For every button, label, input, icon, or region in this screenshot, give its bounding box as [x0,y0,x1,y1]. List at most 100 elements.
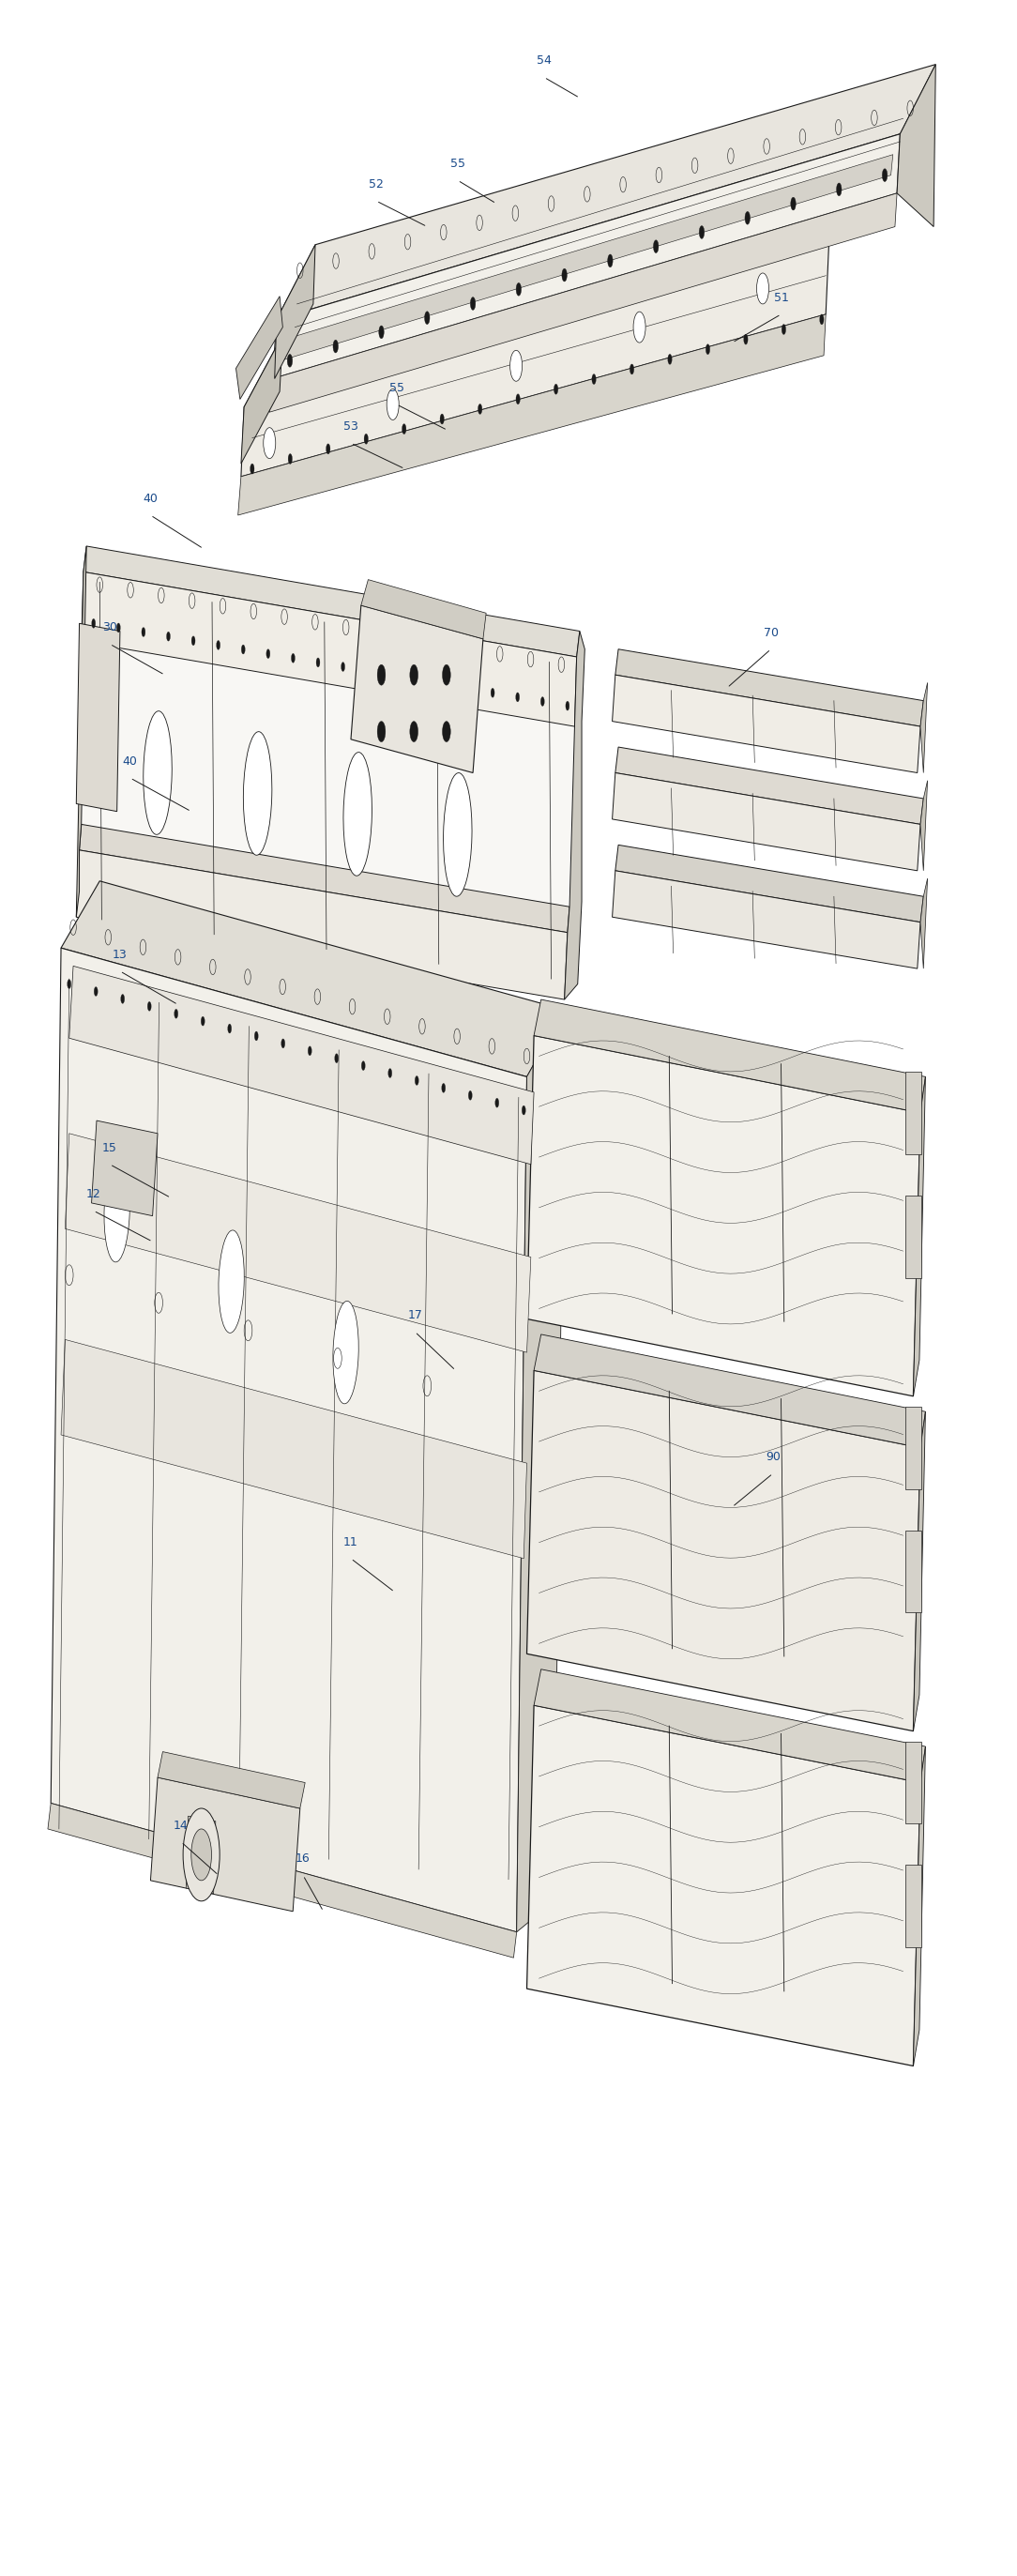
Polygon shape [615,649,923,726]
Circle shape [634,312,646,343]
Circle shape [167,631,170,641]
Polygon shape [151,1777,300,1911]
Circle shape [263,428,276,459]
Bar [905,1865,921,1947]
Polygon shape [612,675,920,773]
Polygon shape [920,683,928,773]
Circle shape [630,363,634,374]
Circle shape [92,618,96,629]
Polygon shape [241,335,283,464]
Circle shape [121,994,124,1005]
Circle shape [511,350,523,381]
Polygon shape [615,845,923,922]
Circle shape [442,665,451,685]
Polygon shape [76,623,120,811]
Circle shape [147,1002,152,1010]
Polygon shape [83,546,580,657]
Circle shape [466,683,470,693]
Polygon shape [351,605,483,773]
Circle shape [441,680,444,688]
Polygon shape [61,881,564,1077]
Polygon shape [76,850,567,999]
Circle shape [377,721,385,742]
Polygon shape [527,1705,920,2066]
Circle shape [668,353,672,363]
Circle shape [386,389,399,420]
Ellipse shape [344,752,372,876]
Polygon shape [81,572,577,726]
Polygon shape [48,1803,517,1958]
Circle shape [191,1829,212,1880]
Text: 17: 17 [408,1309,422,1321]
Text: 54: 54 [537,54,551,67]
Circle shape [410,721,418,742]
Ellipse shape [143,711,172,835]
Ellipse shape [443,773,472,896]
Polygon shape [612,871,920,969]
Polygon shape [76,546,86,917]
Polygon shape [913,1412,925,1731]
Polygon shape [361,580,486,639]
Circle shape [478,404,482,415]
Circle shape [174,1010,178,1018]
Circle shape [442,721,451,742]
Bar [905,1741,921,1824]
Circle shape [316,657,320,667]
Polygon shape [612,773,920,871]
Circle shape [607,255,612,268]
Circle shape [743,335,747,345]
Polygon shape [92,1121,158,1216]
Circle shape [201,1018,204,1025]
Circle shape [266,649,270,659]
Polygon shape [76,641,575,933]
Text: 14: 14 [174,1819,188,1832]
Circle shape [441,1084,445,1092]
Circle shape [191,636,195,647]
Circle shape [516,283,522,296]
Polygon shape [615,747,923,824]
Polygon shape [920,781,928,871]
Text: 16: 16 [296,1852,310,1865]
Circle shape [424,312,429,325]
Circle shape [308,1046,311,1056]
Circle shape [882,167,887,180]
Polygon shape [275,245,315,379]
Polygon shape [273,134,900,379]
Polygon shape [527,1036,920,1396]
Circle shape [228,1023,232,1033]
Text: 12: 12 [86,1188,101,1200]
Circle shape [364,433,368,443]
Circle shape [241,644,245,654]
Text: 30: 30 [103,621,117,634]
Polygon shape [534,1669,925,1783]
Circle shape [335,1054,339,1064]
Polygon shape [277,64,936,319]
Ellipse shape [219,1231,244,1332]
Circle shape [516,394,520,404]
Circle shape [516,693,520,701]
Circle shape [416,675,420,685]
Ellipse shape [333,1301,359,1404]
Circle shape [288,453,292,464]
Circle shape [470,296,475,309]
Text: 53: 53 [344,420,358,433]
Polygon shape [913,1747,925,2066]
Text: 40: 40 [123,755,137,768]
Circle shape [392,670,395,680]
Circle shape [744,211,751,224]
Polygon shape [69,966,534,1164]
Bar [905,1530,921,1613]
Polygon shape [534,999,925,1113]
Circle shape [706,345,710,355]
Circle shape [522,1105,526,1115]
Text: 70: 70 [764,626,778,639]
Bar [905,1072,921,1154]
Polygon shape [517,1010,564,1932]
Circle shape [326,443,331,453]
Circle shape [565,701,570,711]
Circle shape [491,688,494,698]
Text: 55: 55 [390,381,404,394]
Circle shape [653,240,659,252]
Circle shape [341,662,345,672]
Circle shape [699,227,704,240]
